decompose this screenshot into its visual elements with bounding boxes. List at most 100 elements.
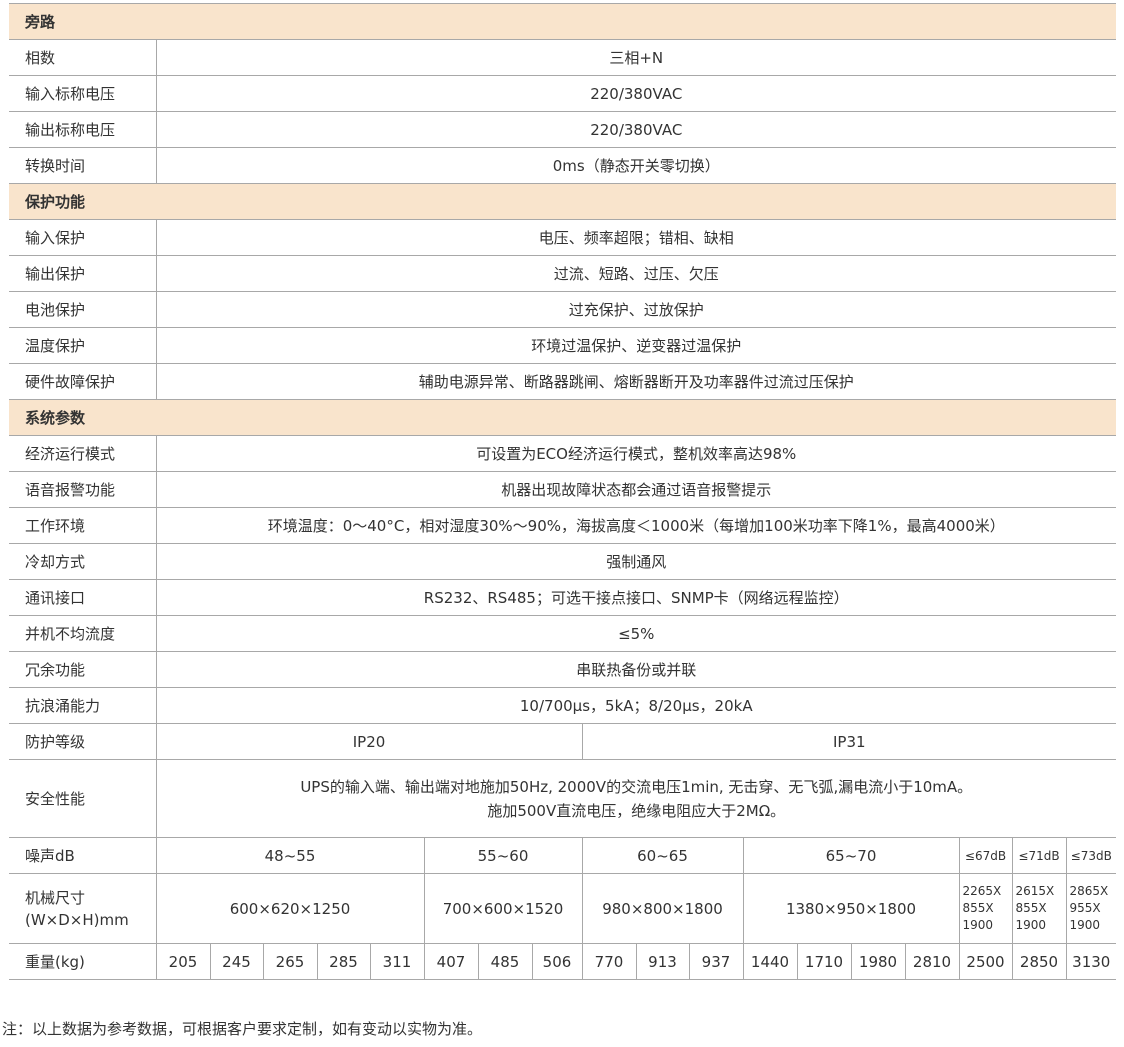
row-label: 输出保护 (9, 255, 156, 292)
row-value: 强制通风 (155, 543, 1116, 580)
row-label: 机械尺寸 (W×D×H)mm (9, 873, 156, 944)
table-row: 相数 三相+N (9, 39, 1116, 76)
weight-value: 913 (635, 943, 689, 980)
noise-value: 55~60 (423, 837, 582, 874)
row-label: 输出标称电压 (9, 111, 156, 148)
table-row: 输出保护 过流、短路、过压、欠压 (9, 255, 1116, 292)
section-title: 旁路 (9, 3, 1116, 40)
weight-value: 937 (688, 943, 743, 980)
table-row: 安全性能 UPS的输入端、输出端对地施加50Hz, 2000V的交流电压1min,… (9, 759, 1116, 838)
row-value: 环境过温保护、逆变器过温保护 (155, 327, 1116, 364)
row-value: 串联热备份或并联 (155, 651, 1116, 688)
row-value: 10/700μs，5kA；8/20μs，20kA (155, 687, 1116, 724)
noise-value: 60~65 (581, 837, 743, 874)
row-value: ≤5% (155, 615, 1116, 652)
weight-value: 205 (155, 943, 210, 980)
row-value: 过流、短路、过压、欠压 (155, 255, 1116, 292)
row-value: 环境温度：0～40°C，相对湿度30%～90%，海拔高度＜1000米（每增加10… (155, 507, 1116, 544)
row-label: 冷却方式 (9, 543, 156, 580)
weight-value: 407 (423, 943, 478, 980)
weight-value: 245 (209, 943, 263, 980)
label-line: 机械尺寸 (25, 888, 86, 907)
noise-value: ≤73dB (1065, 837, 1116, 874)
row-label: 经济运行模式 (9, 435, 156, 472)
label-line: (W×D×H)mm (25, 910, 129, 929)
weight-value: 1440 (742, 943, 797, 980)
weight-value: 311 (369, 943, 424, 980)
weight-value: 485 (477, 943, 532, 980)
table-row: 输出标称电压 220/380VAC (9, 111, 1116, 148)
row-value: 电压、频率超限；错相、缺相 (155, 219, 1116, 256)
row-value: 过充保护、过放保护 (155, 291, 1116, 328)
row-label: 冗余功能 (9, 651, 156, 688)
footnote: 注：以上数据为参考数据，可根据客户要求定制，如有变动以实物为准。 (2, 1020, 483, 1038)
noise-value: ≤67dB (958, 837, 1012, 874)
table-row: 噪声dB 48~55 55~60 60~65 65~70 ≤67dB ≤71dB ≤73dB (9, 837, 1116, 874)
row-label: 输入保护 (9, 219, 156, 256)
noise-value: 48~55 (155, 837, 424, 874)
weight-value: 1710 (796, 943, 851, 980)
row-label: 通讯接口 (9, 579, 156, 616)
safety-text: 施加500V直流电压，绝缘电阻应大于2MΩ。 (487, 801, 786, 820)
row-value: 220/380VAC (155, 111, 1116, 148)
row-label: 安全性能 (9, 759, 156, 838)
row-value: 辅助电源异常、断路器跳闸、熔断器断开及功率器件过流过压保护 (155, 363, 1116, 400)
section-header: 系统参数 (9, 399, 1116, 436)
table-row: 抗浪涌能力 10/700μs，5kA；8/20μs，20kA (9, 687, 1116, 724)
weight-value: 1980 (850, 943, 905, 980)
weight-value: 506 (531, 943, 582, 980)
table-row: 机械尺寸 (W×D×H)mm 600×620×1250 700×600×1520 980… (9, 873, 1116, 944)
safety-text: UPS的输入端、输出端对地施加50Hz, 2000V的交流电压1min, 无击穿… (300, 777, 973, 796)
weight-value: 265 (262, 943, 317, 980)
row-value: RS232、RS485；可选干接点接口、SNMP卡（网络远程监控） (155, 579, 1116, 616)
table-row: 温度保护 环境过温保护、逆变器过温保护 (9, 327, 1116, 364)
noise-value: 65~70 (742, 837, 959, 874)
table-row: 冗余功能 串联热备份或并联 (9, 651, 1116, 688)
row-label: 噪声dB (9, 837, 156, 874)
table-row: 语音报警功能 机器出现故障状态都会通过语音报警提示 (9, 471, 1116, 508)
table-row: 经济运行模式 可设置为ECO经济运行模式，整机效率高达98% (9, 435, 1116, 472)
row-label: 抗浪涌能力 (9, 687, 156, 724)
table-row: 并机不均流度 ≤5% (9, 615, 1116, 652)
section-header: 旁路 (9, 3, 1116, 40)
row-label: 温度保护 (9, 327, 156, 364)
table-row: 重量(kg) 205 245 265 285 311 407 485 506 770 913 937 1… (9, 943, 1116, 980)
table-row: 冷却方式 强制通风 (9, 543, 1116, 580)
row-value: 三相+N (155, 39, 1116, 76)
table-row: 防护等级 IP20 IP31 (9, 723, 1116, 760)
dimension-value: 2865X 955X 1900 (1065, 873, 1116, 944)
weight-value: 3130 (1065, 943, 1116, 980)
row-value: 可设置为ECO经济运行模式，整机效率高达98% (155, 435, 1116, 472)
weight-value: 2500 (958, 943, 1012, 980)
dimension-value: 700×600×1520 (423, 873, 582, 944)
row-label: 电池保护 (9, 291, 156, 328)
dimension-value: 2615X 855X 1900 (1011, 873, 1066, 944)
table-row: 电池保护 过充保护、过放保护 (9, 291, 1116, 328)
dimension-value: 600×620×1250 (155, 873, 424, 944)
table-row: 输入保护 电压、频率超限；错相、缺相 (9, 219, 1116, 256)
row-label: 输入标称电压 (9, 75, 156, 112)
noise-value: ≤71dB (1011, 837, 1066, 874)
weight-value: 770 (581, 943, 636, 980)
weight-value: 285 (316, 943, 370, 980)
row-value: UPS的输入端、输出端对地施加50Hz, 2000V的交流电压1min, 无击穿… (155, 759, 1116, 838)
dimension-value: 2265X 855X 1900 (958, 873, 1012, 944)
row-label: 语音报警功能 (9, 471, 156, 508)
table-row: 通讯接口 RS232、RS485；可选干接点接口、SNMP卡（网络远程监控） (9, 579, 1116, 616)
section-header: 保护功能 (9, 183, 1116, 220)
row-label: 工作环境 (9, 507, 156, 544)
row-label: 并机不均流度 (9, 615, 156, 652)
weight-value: 2810 (904, 943, 959, 980)
table-row: 输入标称电压 220/380VAC (9, 75, 1116, 112)
row-label: 重量(kg) (9, 943, 156, 980)
row-label: 相数 (9, 39, 156, 76)
spec-table: 旁路 相数 三相+N 输入标称电压 220/380VAC 输出标称电压 220/380VAC… (9, 3, 1116, 980)
row-value: 0ms（静态开关零切换） (155, 147, 1116, 184)
row-value: 机器出现故障状态都会通过语音报警提示 (155, 471, 1116, 508)
row-value: 220/380VAC (155, 75, 1116, 112)
row-label: 硬件故障保护 (9, 363, 156, 400)
table-row: 工作环境 环境温度：0～40°C，相对湿度30%～90%，海拔高度＜1000米（每… (9, 507, 1116, 544)
row-label: 转换时间 (9, 147, 156, 184)
dimension-value: 1380×950×1800 (742, 873, 959, 944)
weight-value: 2850 (1011, 943, 1066, 980)
